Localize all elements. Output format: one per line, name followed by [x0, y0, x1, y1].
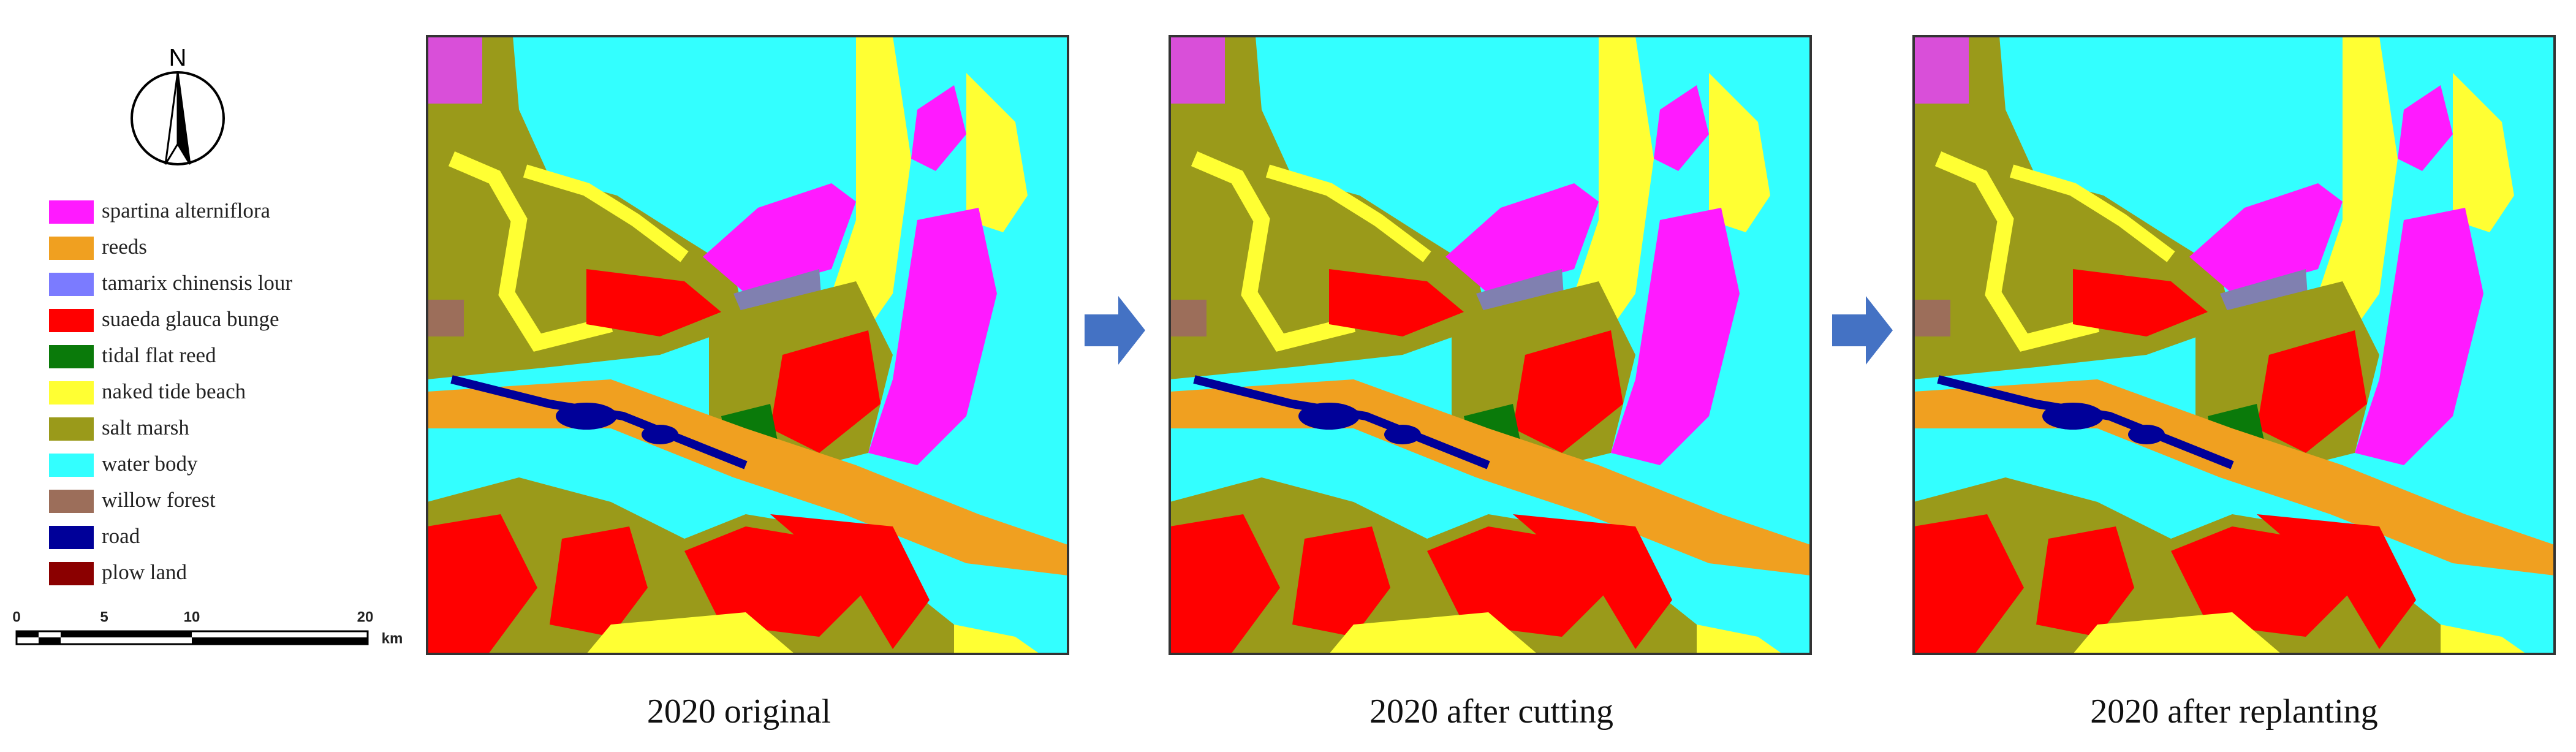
legend-swatch: [49, 562, 94, 585]
panel-caption: 2020 after cutting: [1369, 693, 1613, 731]
legend-label: road: [102, 524, 140, 548]
legend-swatch: [49, 237, 94, 260]
flow-arrow: [1085, 296, 1145, 365]
north-label: N: [169, 45, 187, 72]
scale-label: 5: [100, 609, 108, 625]
legend-label: plow land: [102, 560, 188, 584]
legend-swatch: [49, 417, 94, 441]
legend-label: tidal flat reed: [102, 343, 216, 367]
legend-swatch: [49, 273, 94, 296]
scale-unit: km: [382, 630, 403, 647]
legend-label: water body: [102, 452, 198, 476]
panel-caption: 2020 after replanting: [2090, 693, 2378, 731]
legend-swatch: [49, 200, 94, 224]
map-original: [427, 36, 1068, 654]
legend-swatch: [49, 526, 94, 549]
flow-arrow: [1832, 296, 1893, 365]
map-after-replanting: [1914, 36, 2555, 654]
legend: spartina alterniflora reeds tamarix chinen…: [49, 199, 292, 585]
legend-swatch: [49, 345, 94, 368]
legend-label: spartina alterniflora: [102, 199, 270, 222]
legend-swatch: [49, 381, 94, 404]
legend-label: reeds: [102, 235, 147, 259]
legend-label: salt marsh: [102, 416, 189, 439]
legend-label: tamarix chinensis lour: [102, 271, 292, 295]
map-after-cutting: [1170, 36, 1811, 654]
legend-swatch: [49, 490, 94, 513]
scale-label: 0: [12, 609, 20, 625]
legend-label: naked tide beach: [102, 379, 246, 403]
scale-bar: [15, 630, 369, 645]
legend-swatch: [49, 454, 94, 477]
north-arrow-right: [176, 72, 191, 165]
panel-caption: 2020 original: [647, 693, 831, 731]
legend-label: willow forest: [102, 488, 216, 512]
legend-swatch: [49, 309, 94, 332]
legend-label: suaeda glauca bunge: [102, 307, 279, 331]
scale-label: 10: [184, 609, 200, 625]
scale-label: 20: [357, 609, 374, 625]
